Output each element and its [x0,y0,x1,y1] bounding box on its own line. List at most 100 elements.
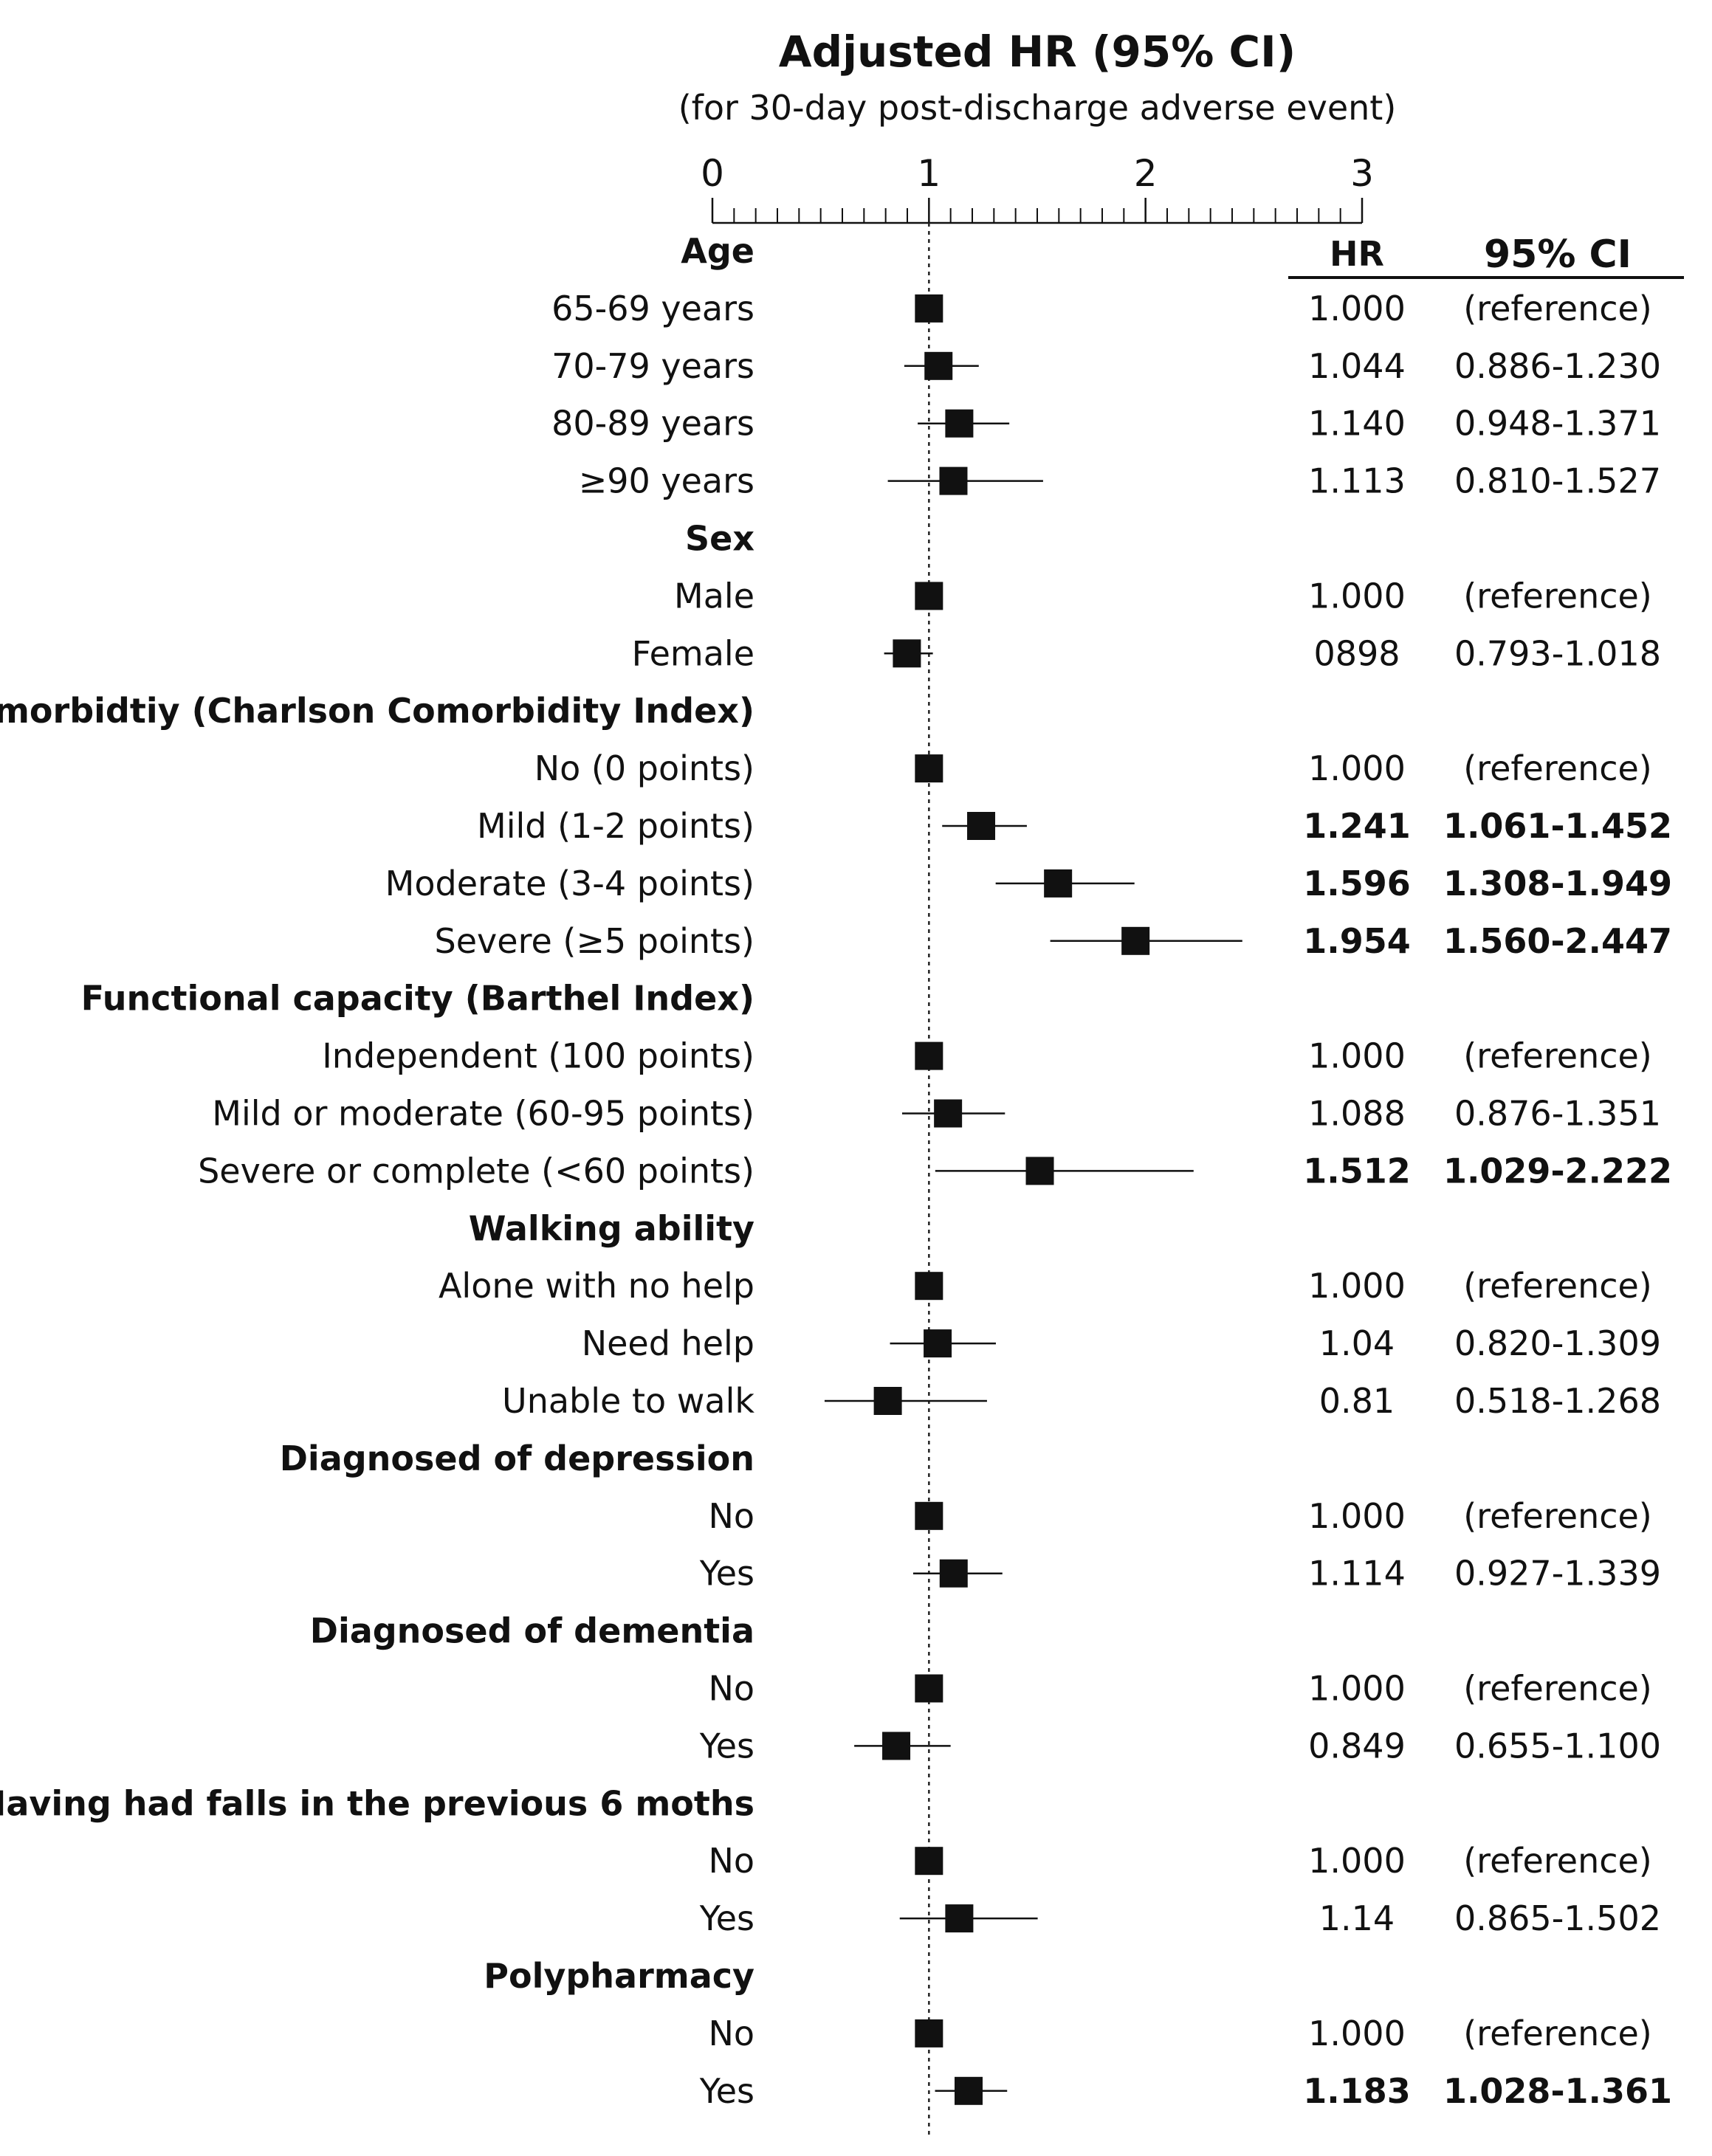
hr-value: 1.044 [1308,346,1406,386]
row-label: Moderate (3-4 points) [385,864,754,903]
row-label: No (0 points) [534,748,754,788]
row-label: ≥90 years [579,461,754,501]
group-label: Diagnosed of depression [280,1439,754,1478]
hr-value: 1.113 [1308,461,1406,501]
hr-value: 1.000 [1308,1841,1406,1881]
hr-value: 1.14 [1319,1898,1395,1938]
row-label: Yes [699,1554,754,1594]
forest-row: No (0 points) 1.000 (reference) [534,748,1652,788]
ci-value: (reference) [1463,1841,1652,1881]
ci-value: 1.061-1.452 [1443,806,1672,846]
hr-marker [924,1329,952,1358]
group-label: Polypharmacy [484,1956,754,1996]
hr-marker [945,409,974,438]
ci-value: 1.308-1.949 [1443,864,1672,903]
forest-row: Mild or moderate (60-95 points) 1.088 0.87… [212,1094,1661,1134]
hr-marker [934,1099,963,1128]
hr-value: 1.512 [1303,1151,1411,1191]
forest-row: 70-79 years 1.044 0.886-1.230 [551,346,1661,386]
forest-row: Severe or complete (<60 points) 1.512 1.02… [198,1151,1672,1191]
chart-subtitle: (for 30-day post-discharge adverse event… [678,88,1397,128]
group-label: Age [681,231,754,271]
forest-row: Unable to walk 0.81 0.518-1.268 [502,1381,1661,1421]
row-label: No [708,1669,754,1709]
hr-marker [915,754,943,783]
row-label: 80-89 years [551,404,754,444]
forest-row: No 1.000 (reference) [708,1841,1651,1881]
hr-marker [939,1559,968,1588]
hr-marker [939,466,968,495]
hr-marker [882,1732,911,1760]
ci-value: 0.518-1.268 [1454,1381,1661,1421]
forest-row: Female 0898 0.793-1.018 [632,633,1661,673]
hr-value: 1.114 [1308,1554,1406,1594]
ci-value: 0.927-1.339 [1454,1554,1661,1594]
hr-marker [915,1501,943,1530]
group-label: Having had falls in the previous 6 moths [0,1783,754,1823]
ci-value: 1.560-2.447 [1443,921,1672,961]
group-header-row: Walking ability [469,1208,754,1248]
forest-row: Male 1.000 (reference) [674,576,1652,616]
hr-value: 1.000 [1308,576,1406,616]
group-header-row: Sex [685,519,754,559]
hr-value: 0.81 [1319,1381,1395,1421]
hr-value: 1.140 [1308,404,1406,444]
forest-row: Yes 1.114 0.927-1.339 [699,1554,1661,1594]
chart-title: Adjusted HR (95% CI) [779,27,1296,77]
hr-value: 1.000 [1308,2014,1406,2053]
row-label: No [708,2014,754,2053]
hr-value: 1.000 [1308,1266,1406,1306]
ci-value: 0.886-1.230 [1454,346,1661,386]
row-label: 65-69 years [551,289,754,328]
forest-row: Moderate (3-4 points) 1.596 1.308-1.949 [385,864,1672,903]
group-label: Walking ability [469,1208,754,1248]
row-label: Male [674,576,754,616]
hr-marker [893,639,921,668]
row-label: Independent (100 points) [322,1036,754,1076]
hr-value: 1.000 [1308,1669,1406,1709]
ci-value: (reference) [1463,1036,1652,1076]
ci-value: (reference) [1463,1669,1652,1709]
forest-row: 65-69 years 1.000 (reference) [551,289,1652,328]
tick-label: 0 [701,152,724,195]
forest-row: Mild (1-2 points) 1.241 1.061-1.452 [477,806,1672,846]
group-header-row: Polypharmacy [484,1956,754,1996]
x-axis: 0 1 2 3 [701,152,1374,224]
row-label: Yes [699,1898,754,1938]
hr-marker [1044,869,1073,898]
hr-marker [945,1904,974,1933]
hr-value: 0898 [1313,633,1400,673]
hr-marker [924,351,953,380]
group-header-row: Age [681,231,754,271]
hr-value: 1.04 [1319,1323,1395,1363]
ci-value: 0.655-1.100 [1454,1726,1661,1766]
forest-row: 80-89 years 1.140 0.948-1.371 [551,404,1661,444]
x-axis-major-ticks: 0 1 2 3 [701,152,1374,223]
ci-value: (reference) [1463,748,1652,788]
group-header-row: Having had falls in the previous 6 moths [0,1783,754,1823]
column-headers: HR 95% CI [1288,233,1684,279]
forest-row: ≥90 years 1.113 0.810-1.527 [579,461,1661,501]
hr-column-header: HR [1330,234,1384,274]
row-label: Mild or moderate (60-95 points) [212,1094,754,1134]
forest-row: Need help 1.04 0.820-1.309 [582,1323,1661,1363]
ci-value: 0.820-1.309 [1454,1323,1661,1363]
tick-label: 1 [917,152,941,195]
hr-marker [915,582,943,610]
forest-row: Severe (≥5 points) 1.954 1.560-2.447 [435,921,1673,961]
ci-value: 0.865-1.502 [1454,1898,1661,1938]
row-label: Need help [582,1323,754,1363]
forest-row: Yes 1.183 1.028-1.361 [699,2071,1672,2111]
hr-value: 1.000 [1308,1036,1406,1076]
row-label: 70-79 years [551,346,754,386]
ci-value: 1.028-1.361 [1443,2071,1672,2111]
hr-value: 1.000 [1308,289,1406,328]
group-header-row: Diagnosed of depression [280,1439,754,1478]
row-label: Female [632,633,754,673]
group-label: Comorbidtiy (Charlson Comorbidity Index) [0,691,754,731]
hr-marker [1025,1157,1054,1185]
ci-column-header: 95% CI [1484,233,1632,277]
hr-marker [915,1272,943,1301]
ci-value: (reference) [1463,2014,1652,2053]
